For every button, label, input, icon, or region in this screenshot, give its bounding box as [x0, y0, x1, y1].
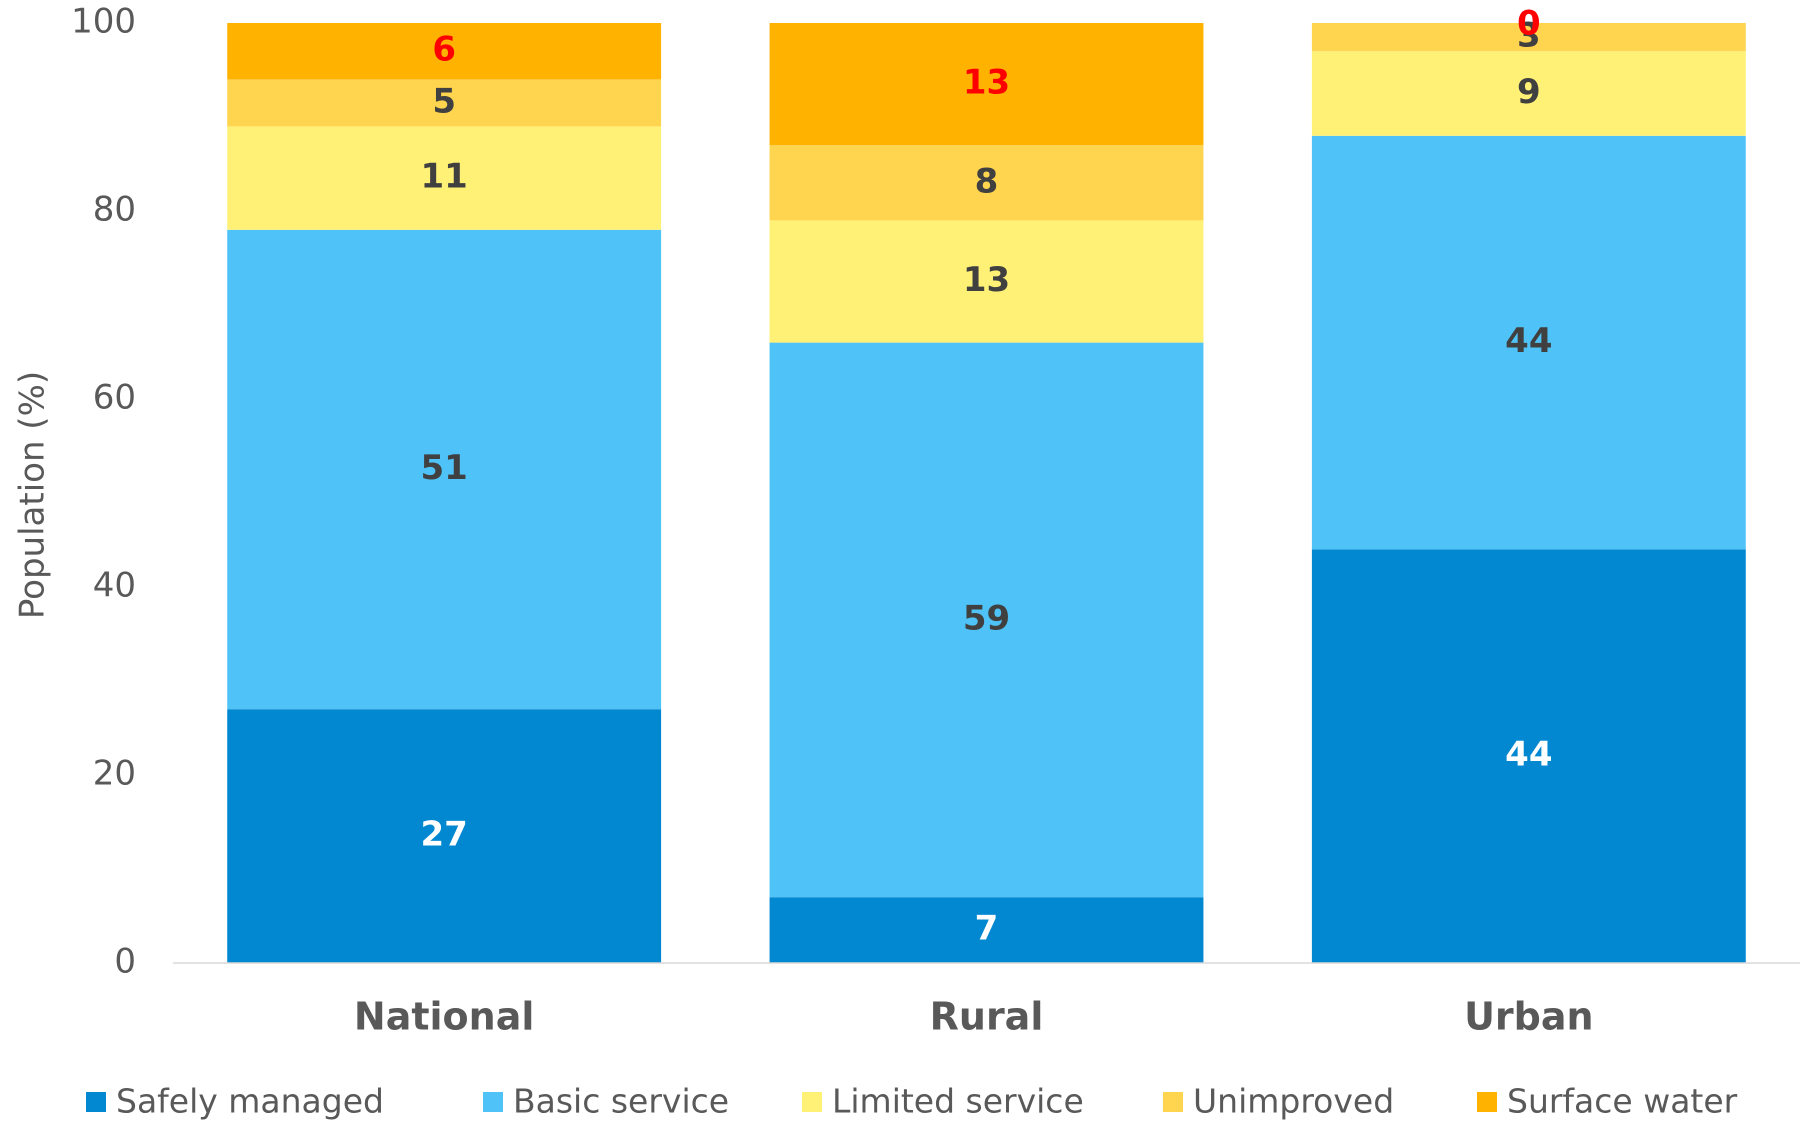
legend-swatch [802, 1092, 822, 1112]
bar-segment [769, 23, 1204, 146]
bar-segment [769, 342, 1204, 898]
bar-segment [227, 229, 662, 710]
legend-swatch [86, 1092, 106, 1112]
y-tick-label: 20 [93, 754, 136, 794]
data-label: 6 [432, 30, 456, 70]
x-tick-label: National [354, 995, 534, 1039]
bar-segment [227, 23, 662, 80]
legend-label: Safely managed [116, 1082, 384, 1121]
bar-segment [1311, 51, 1746, 136]
bar-segment [769, 220, 1204, 343]
data-label: 11 [421, 157, 468, 197]
data-label: 13 [963, 260, 1010, 300]
y-tick-label: 40 [93, 566, 136, 606]
bar-segment [769, 897, 1204, 963]
bar-segment [227, 126, 662, 230]
legend-swatch [483, 1092, 503, 1112]
legend-swatch [1163, 1092, 1183, 1112]
bar-segment [1311, 23, 1746, 52]
y-axis-title: Population (%) [13, 371, 53, 619]
data-label: 27 [421, 815, 468, 855]
bar-segment [227, 709, 662, 963]
legend-label: Basic service [513, 1082, 729, 1121]
legend-swatch [1477, 1092, 1497, 1112]
y-tick-label: 100 [71, 2, 136, 42]
data-label: 3 [1517, 16, 1541, 56]
data-label: 5 [432, 81, 456, 121]
data-label: 59 [963, 598, 1010, 638]
x-tick-label: Urban [1464, 995, 1594, 1039]
data-label: 8 [975, 161, 999, 201]
y-tick-label: 60 [93, 378, 136, 418]
data-label: 51 [421, 448, 468, 488]
data-label: 44 [1505, 735, 1552, 775]
bar-segment [1311, 549, 1746, 963]
y-tick-label: 0 [114, 942, 136, 982]
data-label: 13 [963, 63, 1010, 103]
bar-segment [227, 79, 662, 127]
data-label: 9 [1517, 72, 1541, 112]
data-label: 0 [1517, 4, 1541, 44]
data-label: 44 [1505, 321, 1552, 361]
legend-label: Unimproved [1193, 1082, 1394, 1121]
legend-label: Limited service [832, 1082, 1084, 1121]
legend-label: Surface water [1507, 1082, 1738, 1121]
y-tick-label: 80 [93, 190, 136, 230]
data-label: 7 [975, 909, 999, 949]
bar-segment [1311, 135, 1746, 550]
x-tick-label: Rural [930, 995, 1044, 1039]
bar-segment [769, 145, 1204, 221]
